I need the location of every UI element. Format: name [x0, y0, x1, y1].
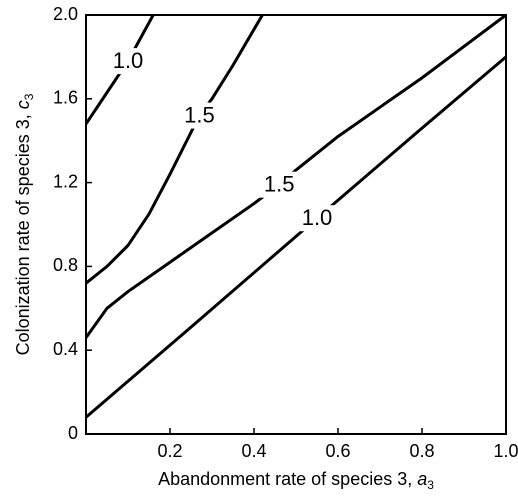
contour-label: 1.0	[113, 48, 144, 73]
contour-label-bg	[108, 48, 148, 75]
ylabel-title: Colonization rate of species 3, c3	[13, 93, 36, 355]
contour-label: 1.5	[264, 172, 295, 197]
y-tick-label: 1.2	[53, 171, 78, 191]
contour-line	[84, 14, 155, 125]
xlabel-symbol: a	[417, 469, 427, 489]
contour-line	[85, 14, 264, 285]
xlabel-subscript: 3	[427, 478, 434, 492]
ylabel-symbol: c	[13, 100, 33, 109]
plot-frame	[85, 14, 507, 435]
xlabel-title: Abandonment rate of species 3, a3	[158, 469, 434, 492]
y-tick-label: 0	[68, 423, 78, 443]
y-tick-label: 1.6	[53, 88, 78, 108]
y-tick-label: 2.0	[53, 4, 78, 24]
x-tick-label: 1.0	[493, 441, 518, 461]
contour-label: 1.5	[184, 102, 215, 127]
y-tick-label: 0.8	[53, 255, 78, 275]
contour-label-bg	[297, 205, 337, 232]
ylabel-text: Colonization rate of species 3,	[13, 109, 33, 355]
ylabel-subscript: 3	[22, 93, 36, 100]
x-tick-label: 0.8	[409, 441, 434, 461]
x-tick-label: 0.2	[157, 441, 182, 461]
contour-label-bg	[259, 171, 300, 198]
contour-label-bg	[179, 102, 220, 129]
y-tick-label: 0.4	[53, 339, 78, 359]
contour-label: 1.0	[302, 205, 333, 230]
x-tick-label: 0.6	[325, 441, 350, 461]
x-tick-label: 0.4	[241, 441, 266, 461]
contour-line	[85, 55, 507, 419]
xlabel-text: Abandonment rate of species 3,	[158, 469, 417, 489]
